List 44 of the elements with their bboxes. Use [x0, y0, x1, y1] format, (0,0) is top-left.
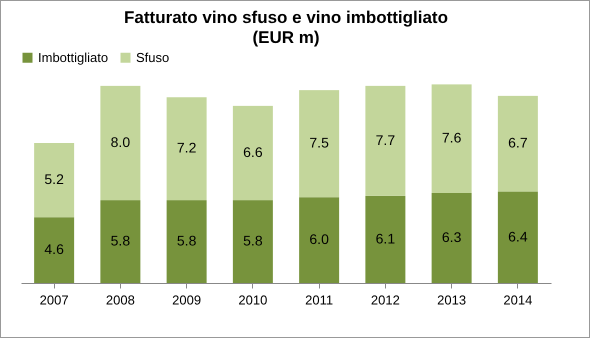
bar: [166, 200, 207, 283]
data-label: 4.6: [44, 241, 64, 258]
x-tick-label: 2014: [503, 292, 532, 308]
bar: [34, 217, 74, 283]
x-tick-label: 2011: [305, 292, 334, 308]
chart-title: Fatturato vino sfuso e vino imbottigliato: [124, 8, 448, 27]
bar: [432, 84, 472, 193]
bar: [432, 193, 472, 283]
bar: [365, 86, 406, 196]
x-tick-label: 2012: [370, 292, 400, 308]
bar: [100, 86, 140, 200]
x-tick-label: 2013: [437, 292, 466, 308]
x-tick-label: 2009: [172, 292, 202, 308]
data-label: 6.7: [508, 134, 528, 151]
data-label: 5.2: [44, 171, 64, 188]
data-label: 7.2: [176, 140, 197, 156]
data-label: 8.0: [110, 134, 130, 150]
bar: [232, 200, 273, 283]
data-label: 7.7: [376, 132, 396, 148]
legend-label: Imbottigliato: [38, 50, 108, 65]
bar: [498, 96, 538, 192]
data-label: 5.8: [176, 232, 197, 249]
data-label: 7.5: [309, 134, 330, 151]
x-tick-label: 2007: [40, 292, 69, 308]
data-label: 6.3: [442, 229, 462, 245]
x-tick-label: 2010: [238, 292, 268, 308]
data-label: 6.6: [243, 144, 263, 160]
data-label: 6.0: [309, 231, 330, 248]
x-tick-label: 2008: [106, 292, 135, 308]
data-label: 5.8: [243, 232, 263, 249]
legend-label: Sfuso: [136, 50, 170, 65]
bar: [34, 143, 74, 218]
data-label: 6.4: [508, 228, 528, 244]
data-label: 7.6: [442, 130, 462, 146]
bar: [498, 192, 538, 283]
bar: [232, 106, 273, 200]
data-label: 5.8: [110, 232, 130, 249]
bar: [166, 97, 207, 200]
bar: [365, 196, 406, 283]
data-label: 6.1: [376, 230, 396, 246]
chart-subtitle: (EUR m): [252, 28, 320, 47]
bar: [299, 197, 340, 283]
bar: [100, 200, 140, 283]
bar: [299, 90, 340, 198]
